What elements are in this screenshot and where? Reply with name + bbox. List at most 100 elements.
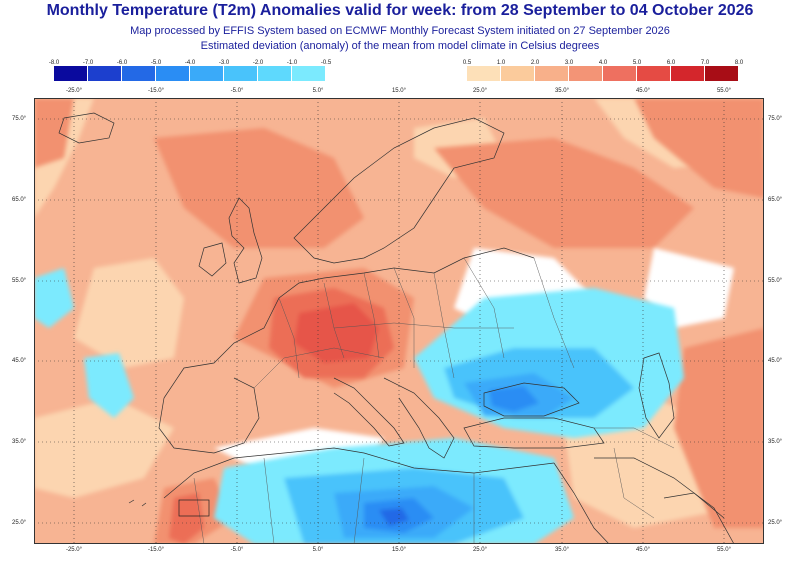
coastline-black-sea bbox=[483, 382, 580, 417]
anomaly-region-warm bbox=[634, 98, 764, 198]
map-frame bbox=[34, 98, 764, 544]
coastline-arabia bbox=[594, 457, 735, 544]
longitude-label: -25.0° bbox=[65, 547, 83, 553]
legend-positive-bar bbox=[467, 66, 739, 81]
border-line bbox=[533, 257, 575, 369]
legend-tick-label: 7.0 bbox=[700, 60, 710, 66]
coastline-red-sea bbox=[553, 462, 610, 544]
legend-tick-label: -6.0 bbox=[116, 60, 128, 66]
latitude-label: 75.0° bbox=[768, 116, 783, 122]
legend-tick-label: -8.0 bbox=[48, 60, 60, 66]
legend-swatch bbox=[88, 66, 122, 81]
longitude-label: -5.0° bbox=[230, 547, 244, 553]
anomaly-region-hot bbox=[169, 493, 204, 544]
longitude-label: 45.0° bbox=[635, 547, 651, 553]
legend-tick-label: 5.0 bbox=[632, 60, 642, 66]
longitude-label: 25.0° bbox=[472, 88, 488, 94]
longitude-label: -25.0° bbox=[65, 88, 83, 94]
country-borders bbox=[193, 257, 675, 544]
coastline-persian-gulf bbox=[663, 492, 725, 519]
coastline-great-britain bbox=[228, 197, 263, 284]
legend-swatch bbox=[54, 66, 88, 81]
anomaly-region-warm bbox=[154, 128, 364, 248]
anomaly-region-warm bbox=[434, 138, 694, 248]
longitude-label: 25.0° bbox=[472, 547, 488, 553]
legend-tick-label: 0.5 bbox=[462, 60, 472, 66]
coastline-north-africa bbox=[163, 447, 555, 499]
coastline-italy bbox=[333, 377, 405, 447]
legend-tick-label: 6.0 bbox=[666, 60, 676, 66]
legend-swatch bbox=[535, 66, 569, 81]
border-line bbox=[278, 297, 300, 379]
longitude-label: 5.0° bbox=[312, 547, 324, 553]
legend-swatch bbox=[705, 66, 739, 81]
longitude-label: 5.0° bbox=[312, 88, 324, 94]
coastline-canary bbox=[128, 499, 147, 507]
legend-swatch bbox=[603, 66, 637, 81]
border-line bbox=[193, 477, 205, 544]
legend-tick-label: -3.0 bbox=[218, 60, 230, 66]
latitude-label: 65.0° bbox=[12, 197, 27, 203]
coastline-ireland bbox=[198, 242, 227, 277]
legend-swatch bbox=[671, 66, 705, 81]
anomaly-region-cool bbox=[489, 386, 539, 412]
longitude-label: 15.0° bbox=[391, 547, 407, 553]
longitude-label: -15.0° bbox=[147, 88, 165, 94]
border-line bbox=[253, 347, 385, 389]
legend-tick-label: 3.0 bbox=[564, 60, 574, 66]
western-sahara-box bbox=[178, 499, 210, 517]
latitude-label: 65.0° bbox=[768, 197, 783, 203]
map-title: Monthly Temperature (T2m) Anomalies vali… bbox=[46, 2, 754, 19]
legend-swatch bbox=[569, 66, 603, 81]
border-line bbox=[353, 457, 365, 544]
latitude-label: 45.0° bbox=[768, 358, 783, 364]
border-line bbox=[594, 427, 675, 449]
coastline-caspian bbox=[638, 352, 675, 439]
map-subtitle-units: Estimated deviation (anomaly) of the mea… bbox=[200, 40, 600, 52]
latitude-label: 45.0° bbox=[12, 358, 27, 364]
anomaly-region-cool bbox=[84, 353, 134, 418]
legend-swatch bbox=[122, 66, 156, 81]
longitude-label: 35.0° bbox=[554, 88, 570, 94]
legend-swatch bbox=[637, 66, 671, 81]
border-line bbox=[363, 272, 380, 359]
legend-tick-label: 1.0 bbox=[496, 60, 506, 66]
legend-swatch bbox=[190, 66, 224, 81]
latitude-label: 75.0° bbox=[12, 116, 27, 122]
coastline-iberia bbox=[158, 377, 260, 454]
legend-swatch bbox=[258, 66, 292, 81]
legend-tick-label: 2.0 bbox=[530, 60, 540, 66]
legend-tick-label: -2.0 bbox=[252, 60, 264, 66]
anomaly-region-light bbox=[34, 398, 174, 498]
legend-tick-label: 8.0 bbox=[734, 60, 744, 66]
latitude-label: 55.0° bbox=[768, 278, 783, 284]
coastline-iceland bbox=[58, 112, 115, 144]
coastline-balkans bbox=[383, 377, 455, 459]
longitude-label: 55.0° bbox=[716, 547, 732, 553]
anomaly-region-hotter bbox=[294, 303, 379, 363]
latitude-label: 25.0° bbox=[768, 520, 783, 526]
latitude-label: 55.0° bbox=[12, 278, 27, 284]
legend-tick-label: -4.0 bbox=[184, 60, 196, 66]
longitude-label: 35.0° bbox=[554, 547, 570, 553]
legend-tick-label: -7.0 bbox=[82, 60, 94, 66]
longitude-label: 55.0° bbox=[716, 88, 732, 94]
anomaly-region-warm bbox=[34, 98, 74, 168]
border-line bbox=[433, 272, 455, 379]
anomaly-region-cool bbox=[34, 268, 74, 328]
coastlines bbox=[58, 112, 735, 544]
border-line bbox=[263, 457, 275, 544]
border-line bbox=[613, 447, 655, 519]
legend-tick-label: -5.0 bbox=[150, 60, 162, 66]
legend-tick-label: 4.0 bbox=[598, 60, 608, 66]
anomaly-region-cool bbox=[379, 508, 409, 526]
legend-tick-label: -1.0 bbox=[286, 60, 298, 66]
legend-swatch bbox=[467, 66, 501, 81]
longitude-label: 15.0° bbox=[391, 88, 407, 94]
coastline-europe bbox=[163, 247, 535, 399]
legend-negative-bar bbox=[54, 66, 326, 81]
anomaly-region-light bbox=[74, 258, 184, 368]
longitude-label: 45.0° bbox=[635, 88, 651, 94]
longitude-label: -15.0° bbox=[147, 547, 165, 553]
border-line bbox=[463, 257, 505, 359]
